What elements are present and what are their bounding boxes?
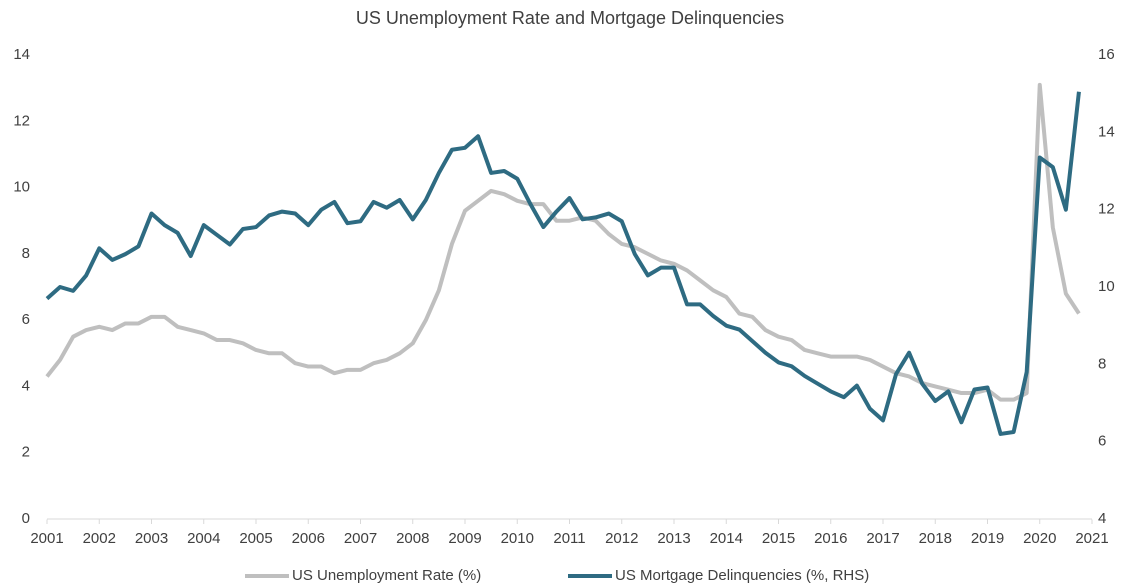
- chart-title: US Unemployment Rate and Mortgage Delinq…: [356, 8, 784, 28]
- x-tick-label: 2016: [814, 530, 847, 547]
- y-tick-label: 6: [22, 311, 30, 328]
- x-tick-label: 2018: [919, 530, 952, 547]
- x-tick-label: 2008: [396, 530, 429, 547]
- x-tick-label: 2017: [866, 530, 899, 547]
- y2-tick-label: 4: [1098, 510, 1106, 527]
- y2-tick-label: 10: [1098, 278, 1115, 295]
- x-tick-label: 2007: [344, 530, 377, 547]
- y-tick-label: 2: [22, 444, 30, 461]
- x-tick-label: 2006: [292, 530, 325, 547]
- x-tick-label: 2013: [657, 530, 690, 547]
- x-tick-label: 2019: [971, 530, 1004, 547]
- x-tick-label: 2003: [135, 530, 168, 547]
- y2-tick-label: 6: [1098, 433, 1106, 450]
- line-series: [45, 91, 1081, 436]
- x-tick-label: 2005: [239, 530, 272, 547]
- y2-tick-label: 8: [1098, 355, 1106, 372]
- x-tick-label: 2015: [762, 530, 795, 547]
- y-tick-label: 14: [13, 46, 30, 63]
- y-tick-label: 4: [22, 377, 30, 394]
- x-tick-label: 2004: [187, 530, 220, 547]
- x-tick-label: 2014: [710, 530, 743, 547]
- y2-tick-label: 12: [1098, 201, 1115, 218]
- y2-tick-label: 16: [1098, 46, 1115, 63]
- x-tick-label: 2012: [605, 530, 638, 547]
- legend-label: US Unemployment Rate (%): [292, 567, 481, 584]
- y-tick-label: 0: [22, 510, 30, 527]
- x-tick-label: 2001: [30, 530, 63, 547]
- y-tick-label: 8: [22, 245, 30, 262]
- x-tick-label: 2009: [448, 530, 481, 547]
- y-tick-label: 10: [13, 179, 30, 196]
- x-tick-label: 2010: [501, 530, 534, 547]
- y2-tick-label: 14: [1098, 123, 1115, 140]
- line-series: [45, 82, 1081, 402]
- legend-label: US Mortgage Delinquencies (%, RHS): [615, 567, 869, 584]
- y-tick-label: 12: [13, 112, 30, 129]
- x-tick-label: 2011: [553, 530, 585, 547]
- x-tick-label: 2020: [1023, 530, 1056, 547]
- x-tick-label: 2021: [1075, 530, 1108, 547]
- x-tick-label: 2002: [83, 530, 116, 547]
